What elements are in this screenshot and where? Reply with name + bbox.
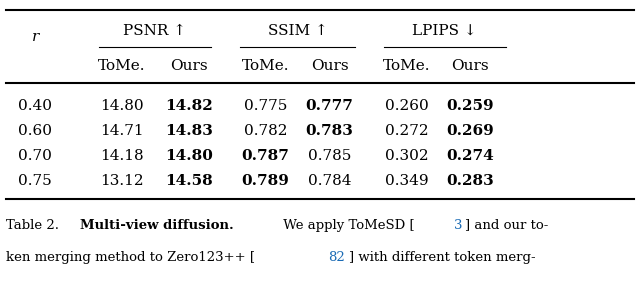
- Text: 0.785: 0.785: [308, 149, 351, 163]
- Text: r: r: [31, 30, 39, 44]
- Text: 0.787: 0.787: [242, 149, 289, 163]
- Text: 14.71: 14.71: [100, 124, 143, 138]
- Text: ToMe.: ToMe.: [383, 59, 430, 73]
- Text: 0.274: 0.274: [447, 149, 494, 163]
- Text: 0.70: 0.70: [19, 149, 52, 163]
- Text: Multi-view diffusion.: Multi-view diffusion.: [80, 219, 234, 232]
- Text: 14.80: 14.80: [165, 149, 212, 163]
- Text: 0.60: 0.60: [18, 124, 52, 138]
- Text: SSIM ↑: SSIM ↑: [268, 24, 328, 38]
- Text: 0.259: 0.259: [447, 99, 494, 113]
- Text: 0.777: 0.777: [306, 99, 353, 113]
- Text: PSNR ↑: PSNR ↑: [124, 24, 186, 38]
- Text: ToMe.: ToMe.: [242, 59, 289, 73]
- Text: 0.260: 0.260: [385, 99, 428, 113]
- Text: Ours: Ours: [311, 59, 348, 73]
- Text: 14.18: 14.18: [100, 149, 143, 163]
- Text: 0.783: 0.783: [306, 124, 353, 138]
- Text: 0.789: 0.789: [242, 174, 289, 189]
- Text: We apply ToMeSD [: We apply ToMeSD [: [278, 219, 414, 232]
- Text: Ours: Ours: [170, 59, 207, 73]
- Text: ] and our to-: ] and our to-: [465, 219, 548, 232]
- Text: Ours: Ours: [452, 59, 489, 73]
- Text: 0.775: 0.775: [244, 99, 287, 113]
- Text: 0.782: 0.782: [244, 124, 287, 138]
- Text: 14.82: 14.82: [165, 99, 212, 113]
- Text: 14.80: 14.80: [100, 99, 143, 113]
- Text: LPIPS ↓: LPIPS ↓: [413, 24, 477, 38]
- Text: 13.12: 13.12: [100, 174, 143, 189]
- Text: 0.784: 0.784: [308, 174, 351, 189]
- Text: 0.349: 0.349: [385, 174, 428, 189]
- Text: 14.58: 14.58: [165, 174, 212, 189]
- Text: 14.83: 14.83: [165, 124, 212, 138]
- Text: 3: 3: [454, 219, 462, 232]
- Text: 0.302: 0.302: [385, 149, 428, 163]
- Text: Table 2.: Table 2.: [6, 219, 63, 232]
- Text: ken merging method to Zero123++ [: ken merging method to Zero123++ [: [6, 251, 255, 264]
- Text: ] with different token merg-: ] with different token merg-: [349, 251, 536, 264]
- Text: 0.40: 0.40: [18, 99, 52, 113]
- Text: ToMe.: ToMe.: [98, 59, 145, 73]
- Text: 0.272: 0.272: [385, 124, 428, 138]
- Text: 0.269: 0.269: [447, 124, 494, 138]
- Text: 82: 82: [328, 251, 344, 264]
- Text: 0.283: 0.283: [447, 174, 494, 189]
- Text: 0.75: 0.75: [19, 174, 52, 189]
